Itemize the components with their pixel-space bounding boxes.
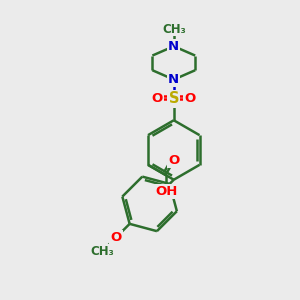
Text: CH₃: CH₃: [162, 22, 186, 35]
Text: S: S: [169, 92, 179, 106]
Text: N: N: [168, 73, 179, 86]
Text: O: O: [152, 92, 163, 105]
Text: N: N: [168, 40, 179, 53]
Text: O: O: [168, 154, 179, 167]
Text: OH: OH: [156, 185, 178, 198]
Text: O: O: [184, 92, 196, 105]
Text: CH₃: CH₃: [90, 245, 114, 258]
Text: O: O: [110, 231, 122, 244]
